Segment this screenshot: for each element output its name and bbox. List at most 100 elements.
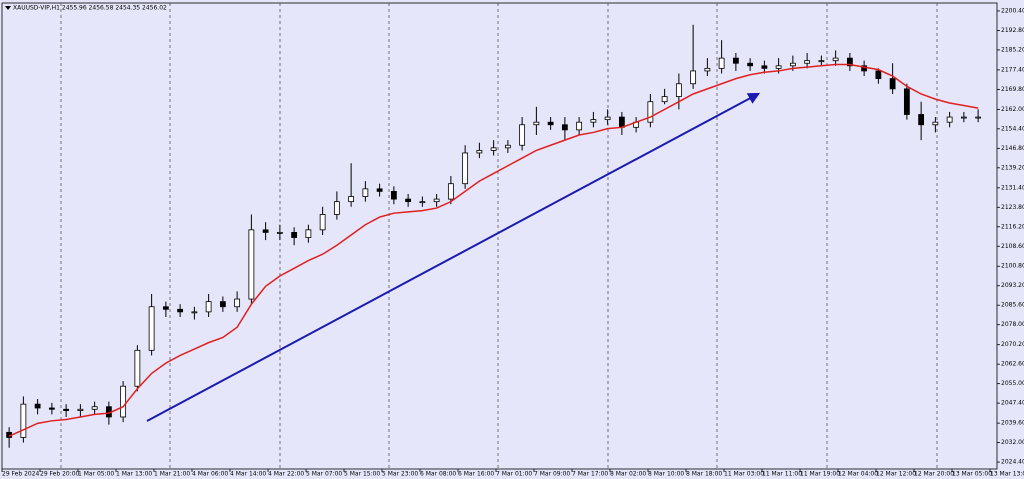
y-tick-label: 2078.00: [1001, 321, 1024, 328]
candle-body: [20, 403, 27, 438]
candle-body: [918, 114, 925, 126]
x-tick-label: 1 Mar 05:00: [78, 471, 114, 478]
candle-body: [319, 214, 326, 231]
candle-body: [576, 121, 583, 131]
candle-body: [120, 385, 127, 418]
x-tick-label: 8 Mar 02:00: [610, 471, 646, 478]
y-tick-label: 2047.40: [1001, 400, 1024, 407]
y-tick-label: 2024.40: [1001, 459, 1024, 466]
candle-body: [504, 144, 511, 149]
candle-body: [590, 119, 597, 123]
candle-body: [291, 232, 298, 238]
x-tick-label: 13 Mar 05:00: [952, 471, 992, 478]
candle-body: [661, 96, 668, 103]
candle-body: [547, 121, 554, 126]
x-tick-label: 12 Mar 04:00: [838, 471, 878, 478]
x-tick-label: 7 Mar 09:00: [534, 471, 570, 478]
y-tick-label: 2162.00: [1001, 106, 1024, 113]
candle-body: [34, 403, 41, 409]
y-tick-label: 2062.60: [1001, 361, 1024, 368]
y-tick-label: 2085.60: [1001, 302, 1024, 309]
x-tick-label: 4 Mar 22:00: [268, 471, 304, 478]
x-tick-label: 4 Mar 14:00: [230, 471, 266, 478]
y-tick-label: 2070.20: [1001, 341, 1024, 348]
candle-body: [561, 124, 568, 131]
candle-body: [148, 306, 155, 351]
candle-body: [390, 190, 397, 200]
y-tick-label: 2131.40: [1001, 184, 1024, 191]
candle-body: [63, 408, 70, 411]
candle-body: [960, 116, 967, 119]
candle-body: [604, 116, 611, 121]
y-tick-label: 2108.60: [1001, 243, 1024, 250]
candle-body: [832, 57, 839, 62]
candle-body: [447, 183, 454, 200]
x-tick-label: 6 Mar 16:00: [458, 471, 494, 478]
candle-body: [219, 301, 226, 308]
y-tick-label: 2192.80: [1001, 27, 1024, 34]
x-tick-label: 11 Mar 03:00: [724, 471, 764, 478]
x-tick-label: 5 Mar 07:00: [306, 471, 342, 478]
candle-body: [618, 116, 625, 128]
candle-body: [533, 121, 540, 126]
candle-body: [775, 65, 782, 69]
candle-body: [675, 83, 682, 97]
x-tick-label: 1 Mar 13:00: [116, 471, 152, 478]
candle-body: [975, 116, 982, 119]
x-tick-label: 7 Mar 17:00: [572, 471, 608, 478]
x-tick-label: 8 Mar 10:00: [648, 471, 684, 478]
candle-body: [462, 152, 469, 185]
candle-body: [490, 147, 497, 151]
x-tick-label: 6 Mar 08:00: [420, 471, 456, 478]
y-tick-label: 2177.40: [1001, 66, 1024, 73]
candle-body: [889, 78, 896, 90]
candle-body: [77, 408, 84, 411]
candle-body: [276, 232, 283, 234]
candle-body: [718, 57, 725, 69]
chart-title: XAUUSD-VIP,H1 2455.96 2456.58 2454.35 24…: [13, 5, 167, 12]
candle-body: [818, 60, 825, 63]
candle-body: [348, 196, 355, 203]
candle-body: [433, 198, 440, 203]
candle-body: [690, 70, 697, 85]
x-tick-label: 12 Mar 12:00: [876, 471, 916, 478]
y-tick-label: 2039.60: [1001, 420, 1024, 427]
x-tick-label: 11 Mar 11:00: [762, 471, 802, 478]
y-tick-label: 2146.80: [1001, 145, 1024, 152]
x-tick-label: 12 Mar 20:00: [914, 471, 954, 478]
y-tick-label: 2093.20: [1001, 282, 1024, 289]
trend-arrow: [146, 92, 761, 422]
x-tick-label: 8 Mar 18:00: [686, 471, 722, 478]
y-tick-label: 2139.20: [1001, 164, 1024, 171]
x-tick-label: 11 Mar 19:00: [800, 471, 840, 478]
x-tick-label: 29 Feb 20:00: [40, 471, 80, 478]
candle-body: [91, 406, 98, 410]
candle-body: [846, 57, 853, 67]
candle-body: [804, 60, 811, 64]
candle-body: [761, 65, 768, 69]
candle-body: [903, 88, 910, 115]
candle-body: [704, 67, 711, 72]
candle-body: [191, 311, 198, 314]
candle-body: [234, 298, 241, 308]
candle-body: [376, 188, 383, 192]
y-tick-label: 2055.00: [1001, 380, 1024, 387]
x-tick-label: 29 Feb 2024: [2, 471, 40, 478]
candle-body: [875, 70, 882, 80]
y-tick-label: 2169.80: [1001, 86, 1024, 93]
candle-body: [789, 62, 796, 67]
candle-body: [162, 306, 169, 310]
candle-body: [262, 229, 269, 233]
x-tick-label: 5 Mar 23:00: [382, 471, 418, 478]
candle-body: [362, 188, 369, 197]
candle-body: [476, 149, 483, 154]
candle-body: [419, 201, 426, 204]
y-tick-label: 2154.40: [1001, 125, 1024, 132]
candle-body: [932, 121, 939, 126]
y-tick-label: 2185.20: [1001, 46, 1024, 53]
collapse-icon[interactable]: [5, 6, 11, 10]
x-tick-label: 13 Mar 13:00: [990, 471, 1024, 478]
y-tick-label: 2123.80: [1001, 204, 1024, 211]
candle-body: [134, 349, 141, 387]
